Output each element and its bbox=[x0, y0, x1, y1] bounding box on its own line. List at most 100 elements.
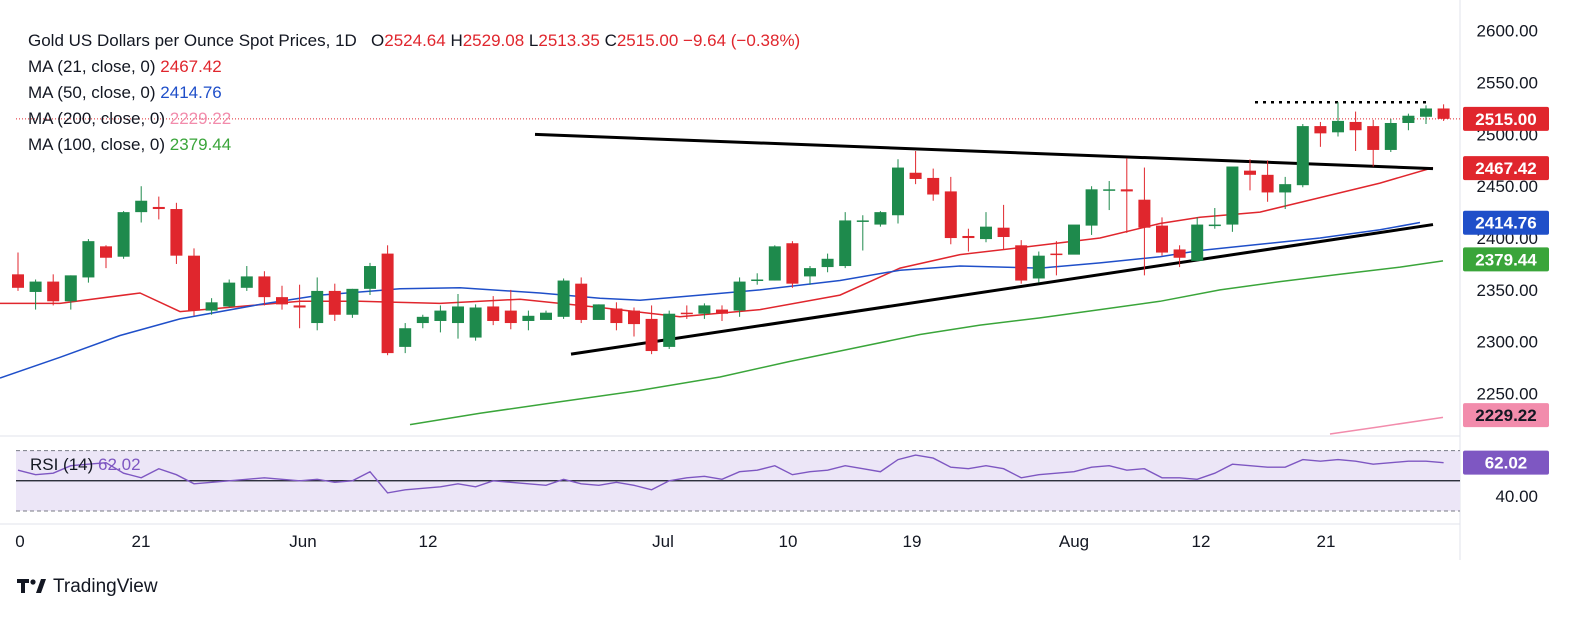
candle-body bbox=[1244, 170, 1256, 175]
candle-body bbox=[293, 305, 306, 308]
time-tick-label: 21 bbox=[132, 532, 151, 551]
legend-ma50[interactable]: MA (50, close, 0) 2414.76 bbox=[28, 80, 800, 106]
candle-body bbox=[1050, 253, 1063, 256]
last-price-badge bbox=[1463, 106, 1549, 131]
rsi-panel: RSI (14) 62.02 40.00 62.02 bbox=[16, 450, 1549, 512]
candle-body bbox=[610, 308, 623, 324]
time-tick-label: Aug bbox=[1059, 532, 1089, 551]
candle-body bbox=[1314, 126, 1327, 134]
rsi-value-badge bbox=[1463, 450, 1549, 475]
candle-body bbox=[1085, 189, 1098, 226]
candle-body bbox=[1261, 174, 1274, 193]
candle-body bbox=[82, 241, 95, 278]
candle-body bbox=[698, 305, 711, 314]
high-value: 2529.08 bbox=[462, 31, 525, 50]
ma200-value: 2229.22 bbox=[169, 109, 232, 128]
time-tick-label: 19 bbox=[903, 532, 922, 551]
candle-body bbox=[117, 212, 130, 257]
ma21-value: 2467.42 bbox=[160, 57, 222, 76]
time-tick-label: 0 bbox=[15, 532, 24, 551]
open-value: 2524.64 bbox=[384, 31, 446, 50]
candle-body bbox=[540, 312, 552, 320]
candle-body bbox=[1173, 249, 1186, 258]
candle-body bbox=[592, 304, 605, 320]
low-label: L bbox=[528, 31, 539, 50]
ma-badge-1-label: 2414.76 bbox=[1475, 214, 1536, 233]
candle-body bbox=[1332, 120, 1344, 133]
candle-body bbox=[680, 312, 693, 315]
time-tick-label: 10 bbox=[779, 532, 798, 551]
price-tick-label: 2350.00 bbox=[1477, 281, 1538, 300]
trendlines bbox=[16, 101, 1460, 356]
open-label: O bbox=[371, 31, 385, 50]
ma-badge-1 bbox=[1463, 210, 1549, 235]
candle-body bbox=[645, 318, 658, 352]
rsi-label: RSI (14) 62.02 bbox=[30, 455, 141, 474]
candles bbox=[12, 102, 1450, 356]
candle-body bbox=[504, 310, 517, 324]
ma100-value: 2379.44 bbox=[169, 135, 232, 154]
candle-body bbox=[1226, 166, 1239, 225]
time-tick-label: Jun bbox=[289, 532, 316, 551]
candle-body bbox=[733, 281, 746, 311]
ma-badge-0-label: 2467.42 bbox=[1475, 159, 1536, 178]
candle-body bbox=[1103, 189, 1116, 191]
candle-body bbox=[1191, 224, 1204, 261]
candle-body bbox=[381, 253, 394, 354]
candle-body bbox=[1384, 122, 1397, 150]
ma-badge-3 bbox=[1463, 403, 1549, 428]
change-value: −9.64 (−0.38%) bbox=[683, 31, 801, 50]
time-tick-label: 12 bbox=[419, 532, 438, 551]
candle-body bbox=[980, 226, 992, 240]
candle-body bbox=[821, 258, 834, 268]
candle-body bbox=[64, 275, 77, 302]
candle-body bbox=[1349, 121, 1362, 131]
legend-ma200[interactable]: MA (200, close, 0) 2229.22 bbox=[28, 106, 800, 132]
ma50-label: MA (50, close, 0) bbox=[28, 83, 156, 102]
high-label: H bbox=[450, 31, 463, 50]
tradingview-name: TradingView bbox=[53, 576, 158, 597]
candle-body bbox=[399, 328, 412, 347]
ohlc-row: Gold US Dollars per Ounce Spot Prices, 1… bbox=[28, 28, 800, 54]
time-axis: 0 21 Jun 12 Jul 10 19 Aug 12 21 bbox=[15, 532, 1335, 551]
candle-body bbox=[839, 220, 852, 267]
candle-body bbox=[487, 306, 500, 321]
ma21-label: MA (21, close, 0) bbox=[28, 57, 156, 76]
rsi-line bbox=[17, 454, 1444, 494]
candle-body bbox=[416, 316, 429, 324]
candle-body bbox=[205, 302, 218, 311]
legend-ma21[interactable]: MA (21, close, 0) 2467.42 bbox=[28, 54, 800, 80]
candle-body bbox=[962, 235, 975, 239]
ma-badge-3-label: 2229.22 bbox=[1475, 406, 1536, 425]
candle-body bbox=[1015, 245, 1028, 281]
tradingview-brand[interactable]: TradingView bbox=[17, 576, 158, 598]
candle-body bbox=[258, 276, 271, 298]
candle-body bbox=[29, 281, 42, 292]
ma50-value: 2414.76 bbox=[160, 83, 222, 102]
candle-body bbox=[997, 227, 1010, 238]
candle-body bbox=[1402, 115, 1415, 123]
candle-body bbox=[892, 167, 904, 216]
candle-body bbox=[768, 246, 781, 281]
last-price-badge-label: 2515.00 bbox=[1475, 110, 1536, 129]
low-value: 2513.35 bbox=[538, 31, 600, 50]
lower-trendline bbox=[570, 223, 1434, 356]
ma100-label: MA (100, close, 0) bbox=[28, 135, 166, 154]
price-tick-label: 2550.00 bbox=[1477, 74, 1538, 93]
ma200-line bbox=[1329, 416, 1444, 435]
tradingview-logo-icon bbox=[17, 577, 47, 598]
candle-body bbox=[188, 255, 200, 311]
legend-ma100[interactable]: MA (100, close, 0) 2379.44 bbox=[28, 132, 800, 158]
ma100-line bbox=[409, 260, 1444, 426]
candle-body bbox=[1208, 224, 1221, 227]
candle-body bbox=[135, 200, 148, 213]
candle-body bbox=[557, 280, 570, 317]
candle-body bbox=[100, 246, 112, 258]
candle-body bbox=[276, 297, 288, 305]
candle-body bbox=[434, 310, 447, 321]
candle-body bbox=[1138, 199, 1151, 228]
candle-body bbox=[1296, 126, 1309, 186]
candle-body bbox=[12, 274, 24, 288]
price-axis: 2600.002550.002500.002450.002400.002350.… bbox=[1463, 22, 1549, 428]
